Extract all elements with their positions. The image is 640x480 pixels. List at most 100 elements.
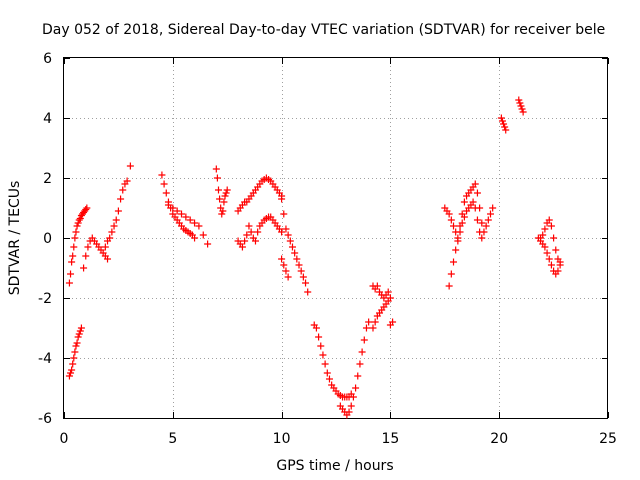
data-point: [160, 180, 168, 188]
data-point: [501, 123, 509, 131]
data-point: [223, 186, 231, 194]
data-point: [218, 210, 226, 218]
data-point: [162, 189, 170, 197]
data-point: [365, 318, 373, 326]
data-point: [386, 321, 394, 329]
data-point: [282, 267, 290, 275]
data-point: [280, 210, 288, 218]
data-point: [123, 177, 131, 185]
data-point: [74, 333, 82, 341]
x-tick-label: 20: [490, 431, 508, 447]
data-point: [216, 195, 224, 203]
data-point: [182, 213, 190, 221]
data-point: [169, 204, 177, 212]
data-point: [119, 186, 127, 194]
data-point: [360, 336, 368, 344]
data-point: [478, 219, 486, 227]
data-point: [291, 249, 299, 257]
data-point: [347, 402, 355, 410]
x-tick-label: 10: [273, 431, 291, 447]
data-point: [74, 219, 82, 227]
data-point: [204, 240, 212, 248]
data-point: [214, 186, 222, 194]
data-point: [539, 231, 547, 239]
data-point: [295, 261, 303, 269]
data-point: [69, 360, 77, 368]
data-point: [447, 216, 455, 224]
data-point: [476, 228, 484, 236]
data-points: [65, 96, 564, 419]
data-point: [478, 234, 486, 242]
data-point: [245, 222, 253, 230]
data-point: [106, 234, 114, 242]
data-point: [278, 228, 286, 236]
y-tick-label: 0: [43, 231, 52, 247]
data-point: [384, 288, 392, 296]
data-point: [82, 252, 90, 260]
data-point: [288, 243, 296, 251]
data-point: [547, 261, 555, 269]
x-tick-labels: 0 5 10 15 20 25: [60, 431, 617, 447]
data-point: [70, 243, 78, 251]
data-point: [323, 369, 331, 377]
data-point: [195, 222, 203, 230]
data-point: [456, 228, 464, 236]
data-point: [319, 351, 327, 359]
data-point: [70, 354, 78, 362]
data-point: [220, 198, 228, 206]
data-point: [349, 393, 357, 401]
data-point: [516, 99, 524, 107]
data-point: [299, 273, 307, 281]
data-point: [213, 174, 221, 182]
y-tick-labels: -6 -4 -2 0 2 4 6: [38, 51, 52, 427]
data-point: [354, 372, 362, 380]
data-point: [284, 273, 292, 281]
data-point: [482, 222, 490, 230]
data-point: [110, 222, 118, 230]
data-point: [280, 261, 288, 269]
data-point: [486, 210, 494, 218]
data-point: [545, 255, 553, 263]
data-point: [73, 222, 81, 230]
data-point: [345, 408, 353, 416]
data-point: [517, 102, 525, 110]
data-point: [447, 270, 455, 278]
data-point: [460, 198, 468, 206]
data-point: [126, 162, 134, 170]
data-point: [541, 225, 549, 233]
data-point: [114, 207, 122, 215]
data-point: [67, 369, 75, 377]
data-point: [469, 198, 477, 206]
data-point: [158, 171, 166, 179]
data-point: [199, 231, 207, 239]
y-axis-label: SDTVAR / TECUs: [7, 181, 23, 296]
data-point: [173, 207, 181, 215]
data-point: [550, 234, 558, 242]
y-tick-label: -4: [38, 351, 52, 367]
data-point: [286, 237, 294, 245]
data-point: [352, 384, 360, 392]
data-point: [77, 324, 85, 332]
data-point: [500, 120, 508, 128]
data-point: [460, 213, 468, 221]
data-point: [515, 96, 523, 104]
data-point: [541, 243, 549, 251]
data-point: [254, 228, 262, 236]
x-tick-label: 0: [60, 431, 69, 447]
data-point: [502, 126, 510, 134]
data-point: [238, 243, 246, 251]
data-point: [519, 108, 527, 116]
data-point: [454, 237, 462, 245]
data-point: [450, 258, 458, 266]
data-point: [84, 243, 92, 251]
data-point: [82, 206, 90, 213]
data-point: [76, 327, 84, 335]
data-point: [547, 222, 555, 230]
data-point: [164, 201, 172, 209]
data-point: [556, 261, 564, 269]
data-point: [75, 216, 83, 224]
data-point: [498, 117, 506, 125]
data-point: [69, 252, 77, 260]
data-point: [67, 270, 75, 278]
